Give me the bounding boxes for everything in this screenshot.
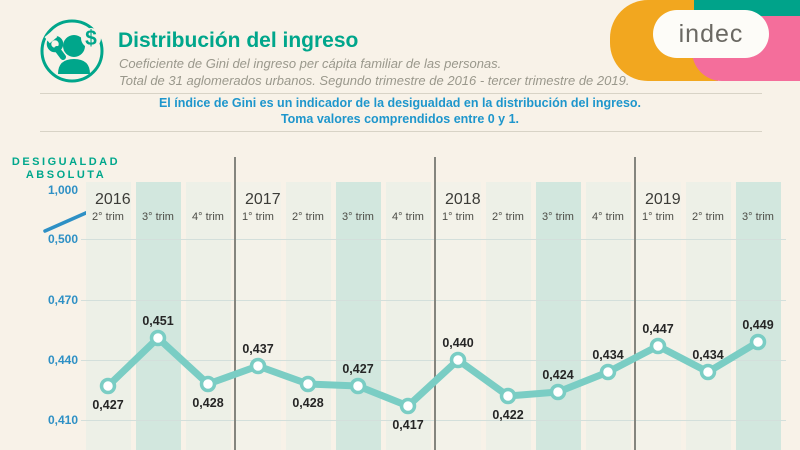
data-point-label: 0,434 <box>692 348 724 362</box>
quarter-label: 2° trim <box>692 211 724 223</box>
quarter-label: 2° trim <box>292 211 324 223</box>
y-axis-tick: 0,500 <box>47 232 78 246</box>
gridline <box>81 300 786 301</box>
data-point-label: 0,440 <box>442 336 474 350</box>
data-point-label: 0,422 <box>492 408 524 422</box>
year-label: 2019 <box>645 191 681 208</box>
y-axis-title-line2: ABSOLUTA <box>25 168 107 181</box>
quarter-label: 1° trim <box>442 211 474 223</box>
page-subtitle: Coeficiente de Gini del ingreso per cápi… <box>119 56 629 89</box>
year-divider <box>234 157 236 450</box>
quarter-label: 3° trim <box>342 211 374 223</box>
quarter-label: 4° trim <box>392 211 424 223</box>
page-title: Distribución del ingreso <box>118 29 359 52</box>
quarter-label: 3° trim <box>542 211 574 223</box>
year-divider <box>634 157 636 450</box>
data-point-label: 0,437 <box>242 342 274 356</box>
year-label: 2018 <box>445 191 481 208</box>
data-point-label: 0,451 <box>142 314 174 328</box>
quarter-label: 2° trim <box>92 211 124 223</box>
info-banner: El índice de Gini es un indicador de la … <box>0 96 800 127</box>
year-divider <box>434 157 436 450</box>
year-label: 2017 <box>245 191 281 208</box>
subtitle-line2: Total de 31 aglomerados urbanos. Segundo… <box>119 72 630 88</box>
y-axis-title-line1: DESIGUALDAD <box>11 156 121 168</box>
data-point-label: 0,427 <box>342 362 374 376</box>
gridline <box>81 239 786 240</box>
y-axis-tick: 0,410 <box>47 413 78 427</box>
year-label: 2016 <box>95 191 131 208</box>
quarter-label: 2° trim <box>492 211 524 223</box>
quarter-label: 4° trim <box>192 211 224 223</box>
y-axis-tick: 1,000 <box>47 183 78 197</box>
info-line2: Toma valores comprendidos entre 0 y 1. <box>280 111 520 126</box>
divider-bottom <box>40 131 762 132</box>
y-axis-tick: 0,470 <box>47 293 78 307</box>
divider-top <box>40 93 762 94</box>
data-point-label: 0,428 <box>192 396 224 410</box>
data-point-label: 0,449 <box>742 318 774 332</box>
data-point-label: 0,417 <box>392 418 424 432</box>
quarter-label: 3° trim <box>742 211 774 223</box>
logo-wordmark: indec <box>653 10 769 58</box>
y-axis-tick: 0,440 <box>47 353 78 367</box>
quarter-label: 1° trim <box>242 211 274 223</box>
y-axis-title: DESIGUALDAD ABSOLUTA <box>10 156 122 181</box>
quarter-label: 3° trim <box>142 211 174 223</box>
data-point-label: 0,428 <box>292 396 324 410</box>
data-point-label: 0,424 <box>542 368 574 382</box>
quarter-label: 4° trim <box>592 211 624 223</box>
data-point-label: 0,434 <box>592 348 624 362</box>
gridline <box>81 420 786 421</box>
subtitle-line1: Coeficiente de Gini del ingreso per cápi… <box>119 56 502 71</box>
quarter-label: 1° trim <box>642 211 674 223</box>
info-line1: El índice de Gini es un indicador de la … <box>158 96 642 110</box>
data-point-label: 0,427 <box>92 398 124 412</box>
data-point-label: 0,447 <box>642 322 674 336</box>
